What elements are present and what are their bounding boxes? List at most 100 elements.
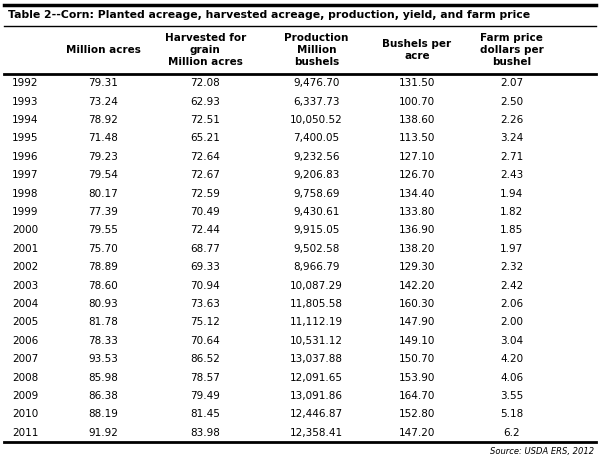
Text: 77.39: 77.39 xyxy=(88,207,118,217)
Text: 81.45: 81.45 xyxy=(190,409,220,419)
Text: 78.89: 78.89 xyxy=(88,262,118,272)
Text: 10,087.29: 10,087.29 xyxy=(290,280,343,291)
Text: 70.49: 70.49 xyxy=(190,207,220,217)
Text: 2008: 2008 xyxy=(12,372,38,383)
Text: Farm price
dollars per
bushel: Farm price dollars per bushel xyxy=(480,33,544,67)
Text: 2.00: 2.00 xyxy=(500,317,523,328)
Text: 85.98: 85.98 xyxy=(88,372,118,383)
Text: 147.20: 147.20 xyxy=(399,428,435,438)
Text: 12,446.87: 12,446.87 xyxy=(290,409,343,419)
Text: 1993: 1993 xyxy=(12,97,38,107)
Text: 1997: 1997 xyxy=(12,170,38,180)
Text: 86.38: 86.38 xyxy=(88,391,118,401)
Text: 2003: 2003 xyxy=(12,280,38,291)
Text: 79.23: 79.23 xyxy=(88,152,118,162)
Text: 93.53: 93.53 xyxy=(88,354,118,364)
Text: 136.90: 136.90 xyxy=(399,225,435,236)
Text: 80.93: 80.93 xyxy=(88,299,118,309)
Text: 8,966.79: 8,966.79 xyxy=(293,262,340,272)
Text: 2011: 2011 xyxy=(12,428,38,438)
Text: 2.07: 2.07 xyxy=(500,78,523,88)
Text: 78.57: 78.57 xyxy=(190,372,220,383)
Text: 1.82: 1.82 xyxy=(500,207,523,217)
Text: 79.55: 79.55 xyxy=(88,225,118,236)
Text: Production
Million
bushels: Production Million bushels xyxy=(284,33,349,67)
Text: 75.12: 75.12 xyxy=(190,317,220,328)
Text: 72.67: 72.67 xyxy=(190,170,220,180)
Text: 2000: 2000 xyxy=(12,225,38,236)
Text: 2.32: 2.32 xyxy=(500,262,523,272)
Text: 1.85: 1.85 xyxy=(500,225,523,236)
Text: 2002: 2002 xyxy=(12,262,38,272)
Text: 13,037.88: 13,037.88 xyxy=(290,354,343,364)
Text: 9,476.70: 9,476.70 xyxy=(293,78,340,88)
Text: 134.40: 134.40 xyxy=(399,188,435,199)
Text: 75.70: 75.70 xyxy=(88,244,118,254)
Text: Harvested for
grain
Million acres: Harvested for grain Million acres xyxy=(164,33,246,67)
Text: 70.64: 70.64 xyxy=(190,336,220,346)
Text: 72.64: 72.64 xyxy=(190,152,220,162)
Text: 4.20: 4.20 xyxy=(500,354,523,364)
Text: 5.18: 5.18 xyxy=(500,409,523,419)
Text: 81.78: 81.78 xyxy=(88,317,118,328)
Text: 1996: 1996 xyxy=(12,152,38,162)
Text: 2007: 2007 xyxy=(12,354,38,364)
Text: 133.80: 133.80 xyxy=(399,207,435,217)
Text: 2.26: 2.26 xyxy=(500,115,523,125)
Text: 1995: 1995 xyxy=(12,134,38,143)
Text: 164.70: 164.70 xyxy=(399,391,435,401)
Text: 68.77: 68.77 xyxy=(190,244,220,254)
Text: 129.30: 129.30 xyxy=(399,262,435,272)
Text: Million acres: Million acres xyxy=(66,45,140,55)
Text: 9,502.58: 9,502.58 xyxy=(293,244,340,254)
Text: 79.31: 79.31 xyxy=(88,78,118,88)
Text: 2.43: 2.43 xyxy=(500,170,523,180)
Text: Table 2--Corn: Planted acreage, harvested acreage, production, yield, and farm p: Table 2--Corn: Planted acreage, harveste… xyxy=(8,10,530,20)
Text: 69.33: 69.33 xyxy=(190,262,220,272)
Text: 2010: 2010 xyxy=(12,409,38,419)
Text: 72.51: 72.51 xyxy=(190,115,220,125)
Text: 1998: 1998 xyxy=(12,188,38,199)
Text: 1994: 1994 xyxy=(12,115,38,125)
Text: 9,206.83: 9,206.83 xyxy=(293,170,340,180)
Text: 13,091.86: 13,091.86 xyxy=(290,391,343,401)
Text: 113.50: 113.50 xyxy=(399,134,435,143)
Text: Bushels per
acre: Bushels per acre xyxy=(382,39,451,61)
Text: 12,091.65: 12,091.65 xyxy=(290,372,343,383)
Text: 2004: 2004 xyxy=(12,299,38,309)
Text: 65.21: 65.21 xyxy=(190,134,220,143)
Text: 153.90: 153.90 xyxy=(399,372,435,383)
Text: 2.06: 2.06 xyxy=(500,299,523,309)
Text: 10,050.52: 10,050.52 xyxy=(290,115,343,125)
Text: 142.20: 142.20 xyxy=(399,280,435,291)
Text: 10,531.12: 10,531.12 xyxy=(290,336,343,346)
Text: 150.70: 150.70 xyxy=(399,354,435,364)
Text: 1999: 1999 xyxy=(12,207,38,217)
Text: Source: USDA ERS, 2012: Source: USDA ERS, 2012 xyxy=(490,447,594,456)
Text: 9,915.05: 9,915.05 xyxy=(293,225,340,236)
Text: 131.50: 131.50 xyxy=(399,78,435,88)
Text: 7,400.05: 7,400.05 xyxy=(293,134,340,143)
Text: 6,337.73: 6,337.73 xyxy=(293,97,340,107)
Text: 2006: 2006 xyxy=(12,336,38,346)
Text: 3.24: 3.24 xyxy=(500,134,523,143)
Text: 6.2: 6.2 xyxy=(503,428,520,438)
Text: 73.63: 73.63 xyxy=(190,299,220,309)
Text: 160.30: 160.30 xyxy=(399,299,435,309)
Text: 152.80: 152.80 xyxy=(399,409,435,419)
Text: 9,758.69: 9,758.69 xyxy=(293,188,340,199)
Text: 78.92: 78.92 xyxy=(88,115,118,125)
Text: 72.08: 72.08 xyxy=(190,78,220,88)
Text: 2.42: 2.42 xyxy=(500,280,523,291)
Text: 91.92: 91.92 xyxy=(88,428,118,438)
Text: 149.10: 149.10 xyxy=(399,336,435,346)
Text: 11,805.58: 11,805.58 xyxy=(290,299,343,309)
Text: 100.70: 100.70 xyxy=(399,97,435,107)
Text: 62.93: 62.93 xyxy=(190,97,220,107)
Text: 138.60: 138.60 xyxy=(399,115,435,125)
Text: 1992: 1992 xyxy=(12,78,38,88)
Text: 9,232.56: 9,232.56 xyxy=(293,152,340,162)
Text: 147.90: 147.90 xyxy=(399,317,435,328)
Text: 1.97: 1.97 xyxy=(500,244,523,254)
Text: 80.17: 80.17 xyxy=(88,188,118,199)
